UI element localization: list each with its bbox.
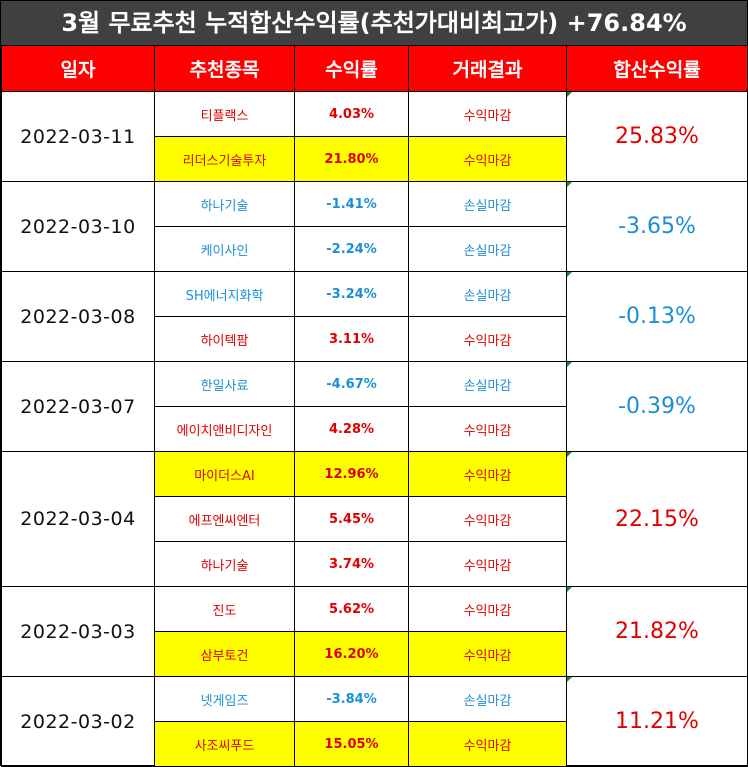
- result-cell: 수익마감: [408, 136, 567, 182]
- recommendation-table: 일자 추천종목 수익률 거래결과 합산수익률 2022-03-11 티플랙스 4.0…: [1, 45, 748, 767]
- table-row: 에프엔씨엔터 5.45% 수익마감: [2, 496, 748, 542]
- table-row: 2022-03-11 티플랙스 4.03% 수익마감 25.83%: [1, 91, 748, 182]
- date-cell: 2022-03-08: [1, 271, 155, 362]
- total-return-cell: -0.13%: [566, 271, 748, 362]
- stock-name-cell: 티플랙스: [154, 91, 295, 137]
- table-row: 케이사인 -2.24% 손실마감: [2, 226, 748, 272]
- total-return-cell: 22.15%: [566, 451, 748, 587]
- table-row: 2022-03-02 넷게임즈 -3.84% 손실마감 11.21%: [1, 676, 748, 767]
- table-row: 하나기술 3.74% 수익마감: [2, 541, 748, 587]
- stock-name-cell: 삼부토건: [154, 631, 295, 677]
- header-total: 합산수익률: [566, 45, 748, 92]
- stock-name-cell: 마이더스AI: [154, 451, 295, 497]
- rate-cell: -1.41%: [294, 181, 409, 227]
- stock-name-cell: 리더스기술투자: [154, 136, 295, 182]
- result-cell: 수익마감: [408, 631, 567, 677]
- result-cell: 손실마감: [408, 361, 567, 407]
- total-return-cell: 21.82%: [566, 586, 748, 677]
- table-row: 리더스기술투자 21.80% 수익마감: [2, 136, 748, 182]
- total-return-cell: -3.65%: [566, 181, 748, 272]
- rate-cell: 3.11%: [294, 316, 409, 362]
- table-row: 삼부토건 16.20% 수익마감: [2, 631, 748, 677]
- rate-cell: -3.24%: [294, 271, 409, 317]
- rate-cell: 12.96%: [294, 451, 409, 497]
- result-cell: 손실마감: [408, 181, 567, 227]
- stock-name-cell: 에프엔씨엔터: [154, 496, 295, 542]
- rate-cell: 4.03%: [294, 91, 409, 137]
- table-row: 2022-03-08 SH에너지화학 -3.24% 손실마감 -0.13%: [1, 271, 748, 362]
- stock-name-cell: SH에너지화학: [154, 271, 295, 317]
- table-row: 사조씨푸드 15.05% 수익마감: [2, 721, 748, 767]
- stock-name-cell: 한일사료: [154, 361, 295, 407]
- date-cell: 2022-03-11: [1, 91, 155, 182]
- date-cell: 2022-03-02: [1, 676, 155, 767]
- table-row: 에이치앤비디자인 4.28% 수익마감: [2, 406, 748, 452]
- result-cell: 수익마감: [408, 316, 567, 362]
- rate-cell: 15.05%: [294, 721, 409, 767]
- result-cell: 수익마감: [408, 721, 567, 767]
- table-row: 2022-03-10 하나기술 -1.41% 손실마감 -3.65%: [1, 181, 748, 272]
- date-cell: 2022-03-10: [1, 181, 155, 272]
- table-row: 2022-03-07 한일사료 -4.67% 손실마감 -0.39%: [1, 361, 748, 452]
- stock-name-cell: 사조씨푸드: [154, 721, 295, 767]
- total-return-cell: 11.21%: [566, 676, 748, 767]
- header-result: 거래결과: [408, 45, 567, 92]
- rate-cell: -2.24%: [294, 226, 409, 272]
- result-cell: 수익마감: [408, 406, 567, 452]
- header-stock: 추천종목: [154, 45, 295, 92]
- result-cell: 수익마감: [408, 451, 567, 497]
- result-cell: 수익마감: [408, 541, 567, 587]
- rate-cell: 21.80%: [294, 136, 409, 182]
- table-row: 2022-03-04 마이더스AI 12.96% 수익마감 22.15%: [1, 451, 748, 587]
- result-cell: 수익마감: [408, 496, 567, 542]
- table-row: 2022-03-03 진도 5.62% 수익마감 21.82%: [1, 586, 748, 677]
- stock-name-cell: 하이텍팜: [154, 316, 295, 362]
- stock-name-cell: 에이치앤비디자인: [154, 406, 295, 452]
- stock-name-cell: 케이사인: [154, 226, 295, 272]
- result-cell: 수익마감: [408, 91, 567, 137]
- date-cell: 2022-03-07: [1, 361, 155, 452]
- date-cell: 2022-03-03: [1, 586, 155, 677]
- rate-cell: 4.28%: [294, 406, 409, 452]
- stock-name-cell: 넷게임즈: [154, 676, 295, 722]
- header-rate: 수익률: [294, 45, 409, 92]
- header-row: 일자 추천종목 수익률 거래결과 합산수익률: [1, 45, 748, 92]
- stock-name-cell: 하나기술: [154, 181, 295, 227]
- rate-cell: 3.74%: [294, 541, 409, 587]
- result-cell: 손실마감: [408, 676, 567, 722]
- table-row: 하이텍팜 3.11% 수익마감: [2, 316, 748, 362]
- result-cell: 손실마감: [408, 271, 567, 317]
- result-cell: 손실마감: [408, 226, 567, 272]
- rate-cell: 5.62%: [294, 586, 409, 632]
- rate-cell: 5.45%: [294, 496, 409, 542]
- total-return-cell: 25.83%: [566, 91, 748, 182]
- rate-cell: -3.84%: [294, 676, 409, 722]
- rate-cell: -4.67%: [294, 361, 409, 407]
- table-body: 2022-03-11 티플랙스 4.03% 수익마감 25.83% 리더스기술투자 21.8…: [1, 91, 748, 767]
- total-return-cell: -0.39%: [566, 361, 748, 452]
- date-cell: 2022-03-04: [1, 451, 155, 587]
- stock-name-cell: 하나기술: [154, 541, 295, 587]
- header-date: 일자: [1, 45, 155, 92]
- stock-name-cell: 진도: [154, 586, 295, 632]
- page-title: 3월 무료추천 누적합산수익률(추천가대비최고가) +76.84%: [1, 1, 747, 45]
- result-cell: 수익마감: [408, 586, 567, 632]
- rate-cell: 16.20%: [294, 631, 409, 677]
